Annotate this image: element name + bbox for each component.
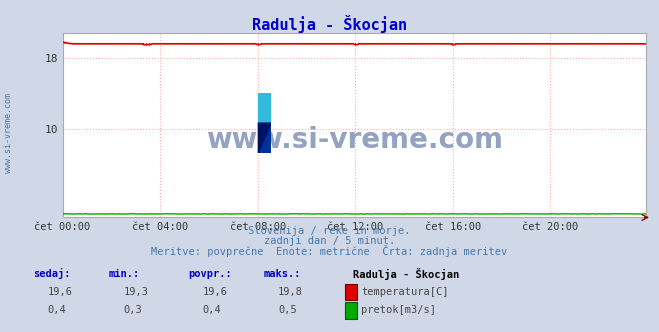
Text: zadnji dan / 5 minut.: zadnji dan / 5 minut. xyxy=(264,236,395,246)
Text: 0,4: 0,4 xyxy=(202,305,221,315)
Text: 19,6: 19,6 xyxy=(202,287,227,297)
Text: maks.:: maks.: xyxy=(264,269,301,279)
Text: temperatura[C]: temperatura[C] xyxy=(361,287,449,297)
Text: 19,6: 19,6 xyxy=(47,287,72,297)
Text: 0,4: 0,4 xyxy=(47,305,66,315)
Text: www.si-vreme.com: www.si-vreme.com xyxy=(4,93,13,173)
Text: Radulja - Škocjan: Radulja - Škocjan xyxy=(353,268,459,280)
Text: povpr.:: povpr.: xyxy=(188,269,231,279)
Text: sedaj:: sedaj: xyxy=(33,268,71,280)
Text: Meritve: povprečne  Enote: metrične  Črta: zadnja meritev: Meritve: povprečne Enote: metrične Črta:… xyxy=(152,245,507,257)
Text: 19,3: 19,3 xyxy=(123,287,148,297)
Polygon shape xyxy=(258,123,271,153)
Polygon shape xyxy=(258,123,271,153)
Text: 19,8: 19,8 xyxy=(278,287,303,297)
Text: pretok[m3/s]: pretok[m3/s] xyxy=(361,305,436,315)
Text: Radulja - Škocjan: Radulja - Škocjan xyxy=(252,15,407,33)
Text: 0,3: 0,3 xyxy=(123,305,142,315)
Text: www.si-vreme.com: www.si-vreme.com xyxy=(206,126,503,154)
Text: 0,5: 0,5 xyxy=(278,305,297,315)
Text: min.:: min.: xyxy=(109,269,140,279)
Polygon shape xyxy=(258,93,271,123)
Text: Slovenija / reke in morje.: Slovenija / reke in morje. xyxy=(248,226,411,236)
